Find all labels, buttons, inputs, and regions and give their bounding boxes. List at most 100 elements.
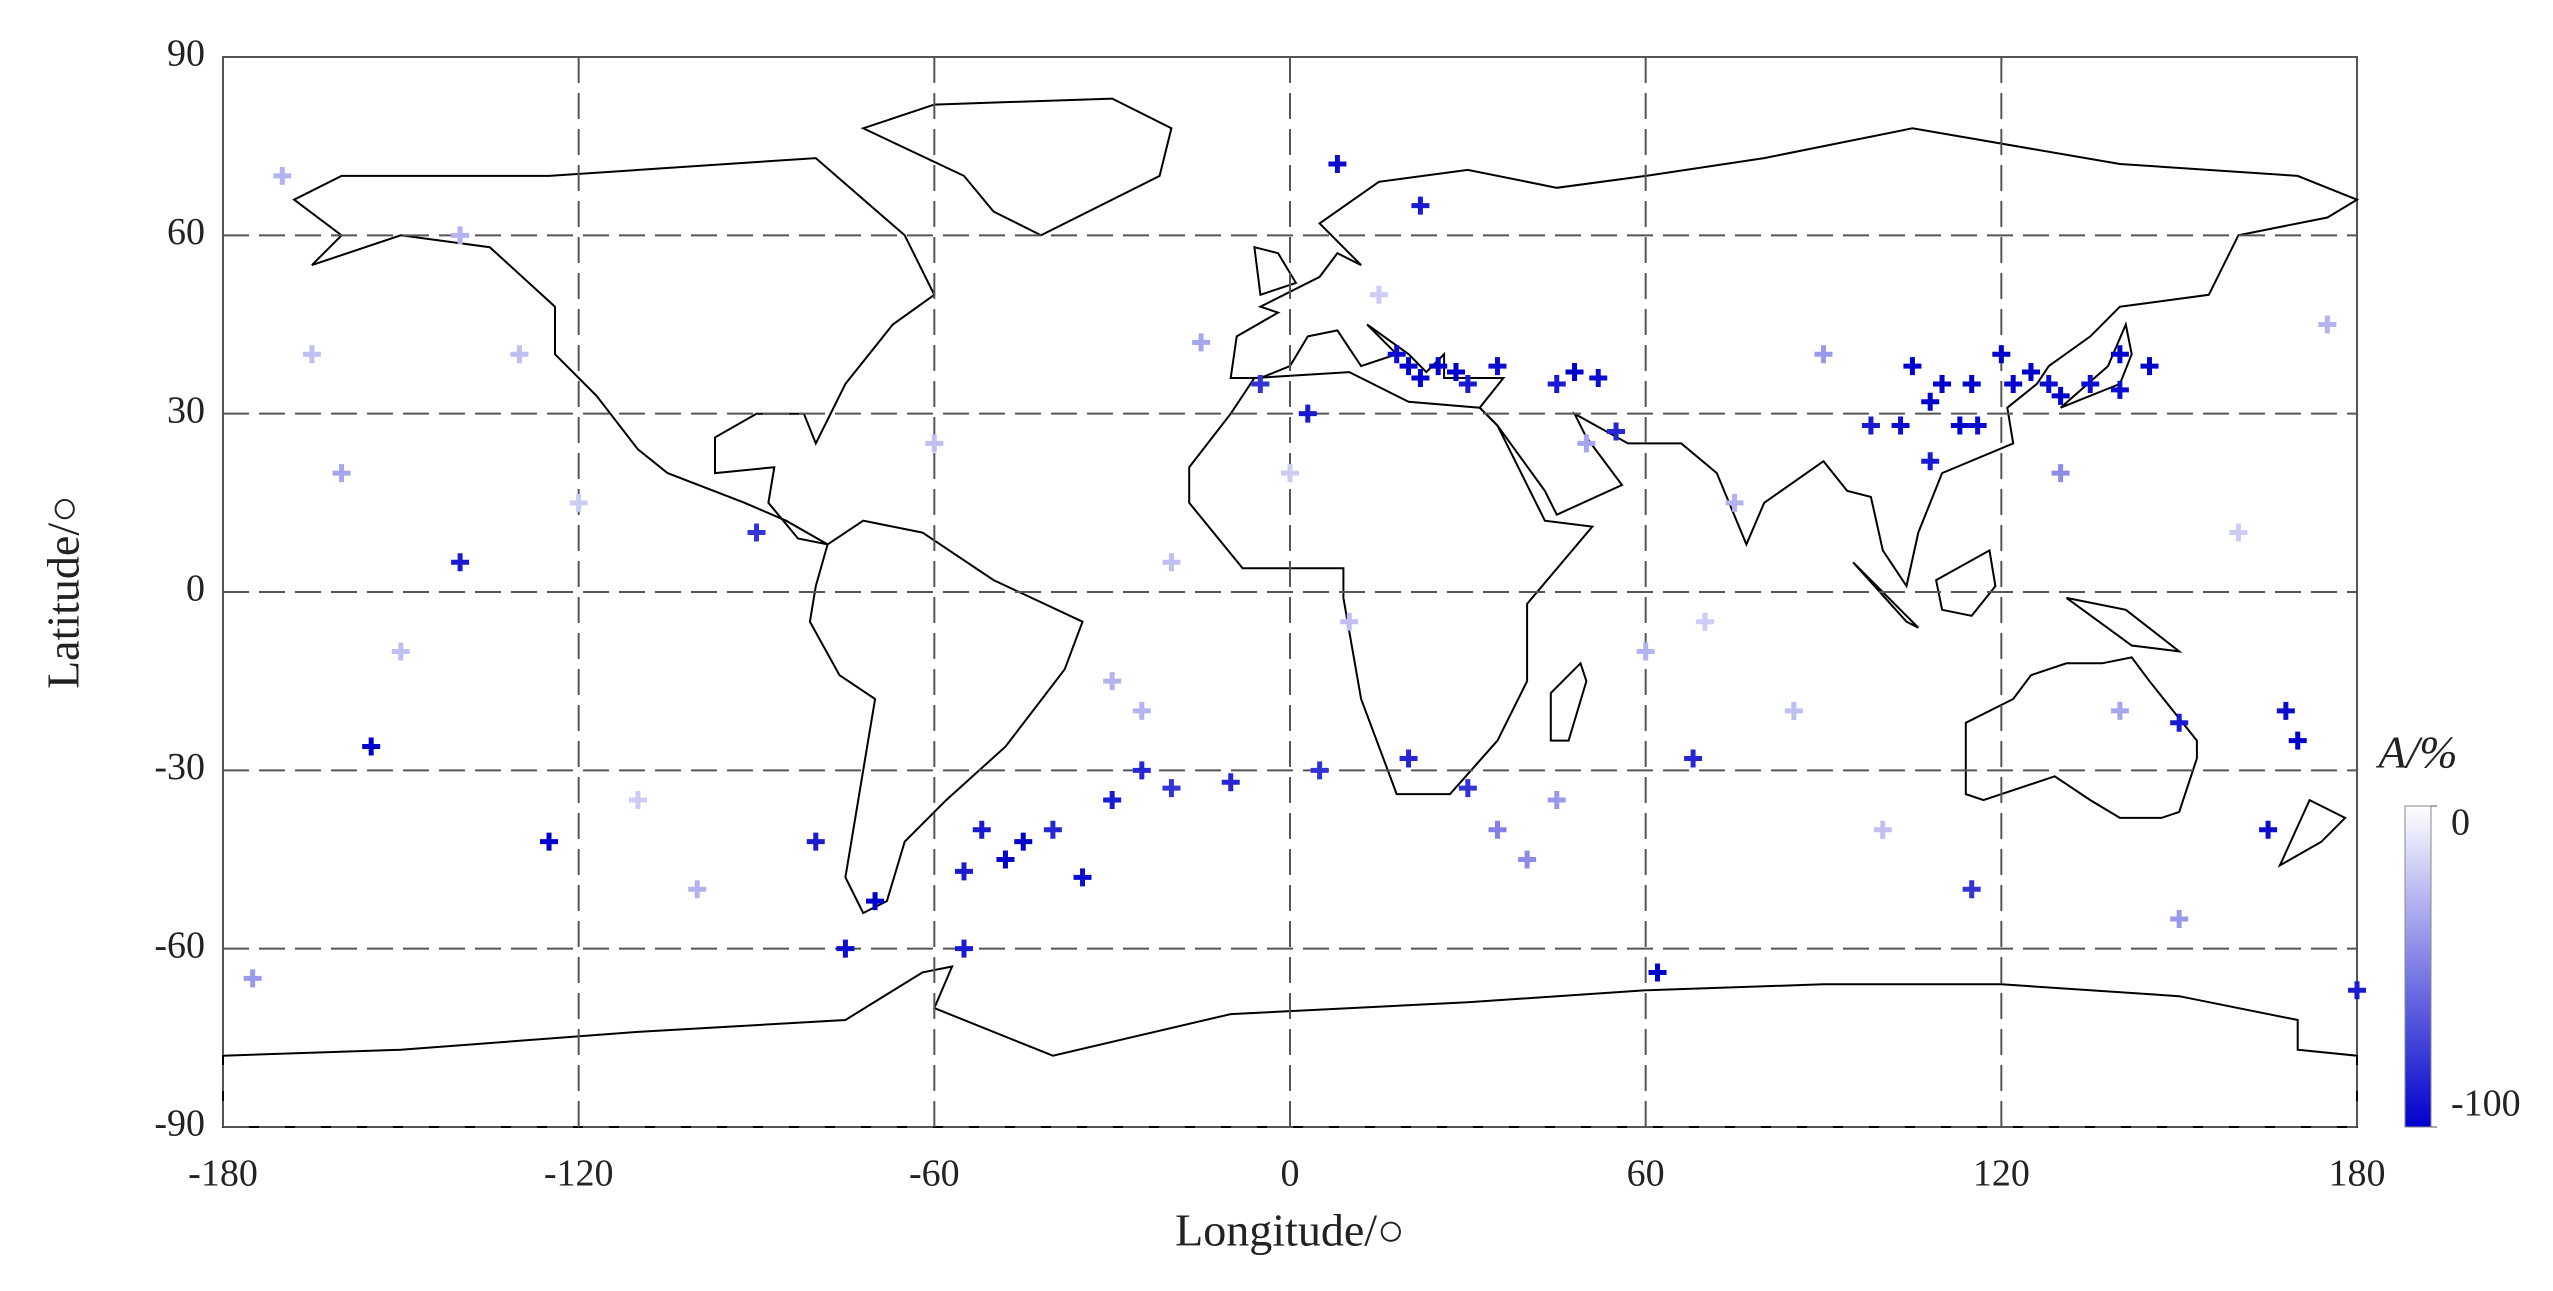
y-tick-label: 60 [167, 211, 205, 253]
data-point [806, 832, 825, 851]
colorbar-tick-label: 0 [2451, 802, 2470, 844]
data-point [1488, 820, 1507, 839]
data-point [2348, 981, 2366, 1000]
data-point [2110, 380, 2129, 399]
y-tick-label: -90 [154, 1103, 205, 1145]
data-point [1132, 701, 1151, 720]
data-point [1684, 749, 1703, 768]
data-point [1488, 357, 1507, 376]
data-point [1518, 850, 1537, 869]
coastline [1229, 127, 2360, 589]
data-point [1411, 196, 1430, 215]
data-point [1921, 392, 1940, 411]
data-point [1589, 369, 1608, 387]
data-point [972, 820, 991, 839]
data-point [836, 939, 855, 958]
data-point [1577, 434, 1596, 453]
data-point [1328, 155, 1347, 173]
data-point [569, 493, 588, 512]
data-point [391, 642, 410, 661]
coastline [808, 519, 1084, 915]
data-point [1103, 672, 1122, 691]
data-point [2318, 315, 2337, 334]
data-point [1962, 374, 1981, 393]
data-point [1251, 374, 1270, 393]
y-tick-label: 0 [186, 568, 205, 610]
coastline [1188, 371, 1595, 796]
data-point [451, 226, 470, 245]
data-point [996, 850, 1015, 869]
data-point [866, 892, 885, 911]
data-point [1281, 464, 1299, 483]
data-point [1446, 363, 1465, 382]
coastline [1549, 661, 1588, 742]
data-point [1298, 404, 1317, 423]
data-point [1861, 416, 1880, 435]
data-point [1103, 791, 1122, 810]
x-tick-label: 60 [1627, 1153, 1665, 1195]
data-point [1014, 832, 1033, 851]
data-point [2288, 731, 2307, 750]
data-point [1636, 642, 1655, 661]
data-point [1962, 880, 1981, 899]
data-point [1725, 493, 1744, 512]
data-point [1814, 345, 1833, 364]
y-tick-label: 90 [167, 33, 205, 75]
coastline [2277, 798, 2347, 868]
data-point [1547, 374, 1566, 393]
colorbar [2404, 805, 2432, 1128]
data-point [1073, 868, 1092, 887]
coastline [222, 965, 2358, 1128]
data-point [2051, 386, 2070, 405]
data-point [1784, 701, 1803, 720]
y-tick-label: -60 [154, 924, 205, 966]
data-point [2021, 363, 2040, 382]
data-point [628, 791, 647, 810]
x-tick-label: 120 [1973, 1153, 2030, 1195]
data-point [2140, 357, 2159, 376]
data-point [1340, 612, 1359, 631]
data-point [1162, 779, 1181, 798]
x-tick-label: 180 [2329, 1153, 2386, 1195]
y-tick-label: -30 [154, 746, 205, 788]
data-point [954, 939, 973, 958]
data-point [688, 880, 707, 899]
data-point [2229, 523, 2248, 542]
data-point [1221, 773, 1240, 792]
data-point [1043, 820, 1062, 839]
coastline [1964, 656, 2198, 819]
data-point [2259, 820, 2278, 839]
x-tick-label: -60 [909, 1153, 960, 1195]
data-point [2004, 374, 2023, 393]
data-point [2081, 374, 2100, 393]
data-point [1411, 369, 1430, 387]
data-point [1458, 779, 1477, 798]
data-point [1429, 357, 1448, 376]
x-tick-label: 0 [1281, 1153, 1300, 1195]
data-point [747, 523, 766, 542]
data-point [1968, 416, 1987, 435]
grid [222, 56, 2358, 1128]
data-point [1695, 612, 1714, 631]
coastline [860, 97, 1173, 237]
data-point [2276, 701, 2295, 720]
data-point [540, 832, 559, 851]
y-axis-label: Latitude/○ [38, 495, 89, 689]
data-point [1387, 345, 1406, 364]
data-point [1891, 416, 1910, 435]
data-point [1950, 416, 1969, 435]
data-point [1399, 357, 1418, 376]
coastline [292, 157, 936, 546]
data-point [1648, 963, 1667, 982]
data-point [510, 345, 529, 364]
coastline [1253, 245, 1298, 297]
data-point [1607, 422, 1626, 441]
data-point [1192, 333, 1211, 352]
colorbar-tick-label: -100 [2451, 1083, 2521, 1125]
y-tick-label: 30 [167, 389, 205, 431]
coastlines [222, 97, 2360, 1128]
x-tick-label: -120 [544, 1153, 614, 1195]
data-point [1310, 761, 1329, 780]
data-point [1132, 761, 1151, 780]
